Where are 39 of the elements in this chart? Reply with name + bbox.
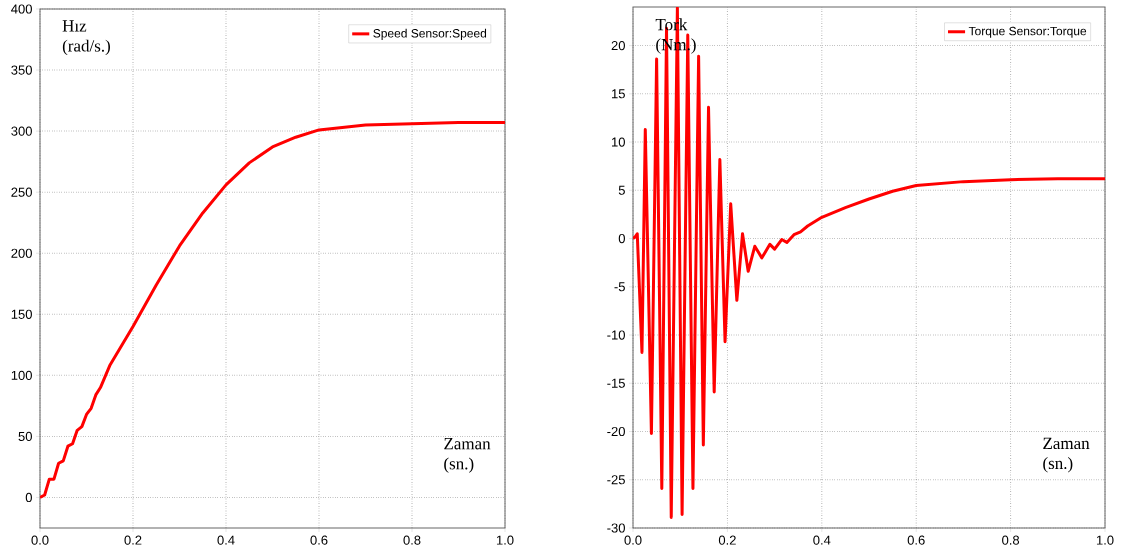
x-axis-title: Zaman (sn.): [1043, 437, 1090, 473]
x-tick-label: 0.8: [403, 535, 421, 545]
y-tick-label: 10: [612, 137, 625, 147]
y-tick-label: -30: [607, 523, 625, 533]
y-tick-label: 100: [11, 370, 32, 380]
legend-label: Torque Sensor:Torque: [968, 26, 1087, 38]
y-tick-label: 20: [611, 40, 625, 51]
x-tick-label: 0.0: [31, 535, 49, 545]
x-tick-label: 0.2: [718, 535, 736, 545]
x-tick-label: 0.4: [813, 535, 831, 545]
y-tick-label: 15: [612, 89, 625, 99]
y-tick-label: -5: [614, 282, 625, 292]
y-tick-label: -10: [607, 330, 625, 340]
y-tick-label: 5: [618, 185, 625, 195]
x-tick-label: 0.4: [217, 535, 235, 545]
y-tick-label: -25: [607, 475, 625, 485]
y-tick-label: 0: [618, 233, 625, 244]
y-tick-label: 250: [11, 187, 32, 197]
y-tick-label: 400: [11, 4, 32, 14]
x-tick-label: 0.0: [624, 535, 642, 545]
line-series: [633, 6, 1106, 519]
y-tick-label: -20: [607, 426, 625, 437]
y-tick-label: 200: [11, 248, 32, 258]
y-tick-label: 350: [11, 65, 32, 75]
legend-label: Speed Sensor:Speed: [373, 28, 487, 40]
y-axis-title: Hız (rad/s.): [62, 20, 110, 56]
x-axis-title: Zaman (sn.): [444, 438, 491, 473]
x-tick-label: 0.6: [310, 535, 328, 545]
x-tick-label: 1.0: [496, 535, 514, 545]
y-tick-label: 0: [25, 492, 32, 503]
line-series: [40, 121, 505, 499]
y-tick-label: 50: [18, 431, 32, 442]
x-tick-label: 0.8: [1002, 535, 1020, 545]
y-tick-label: 150: [11, 309, 32, 319]
x-tick-label: 0.6: [907, 535, 925, 545]
y-tick-label: 300: [11, 126, 32, 136]
y-tick-label: -15: [607, 378, 625, 388]
x-tick-label: 1.0: [1096, 535, 1114, 545]
x-tick-label: 0.2: [124, 535, 142, 545]
